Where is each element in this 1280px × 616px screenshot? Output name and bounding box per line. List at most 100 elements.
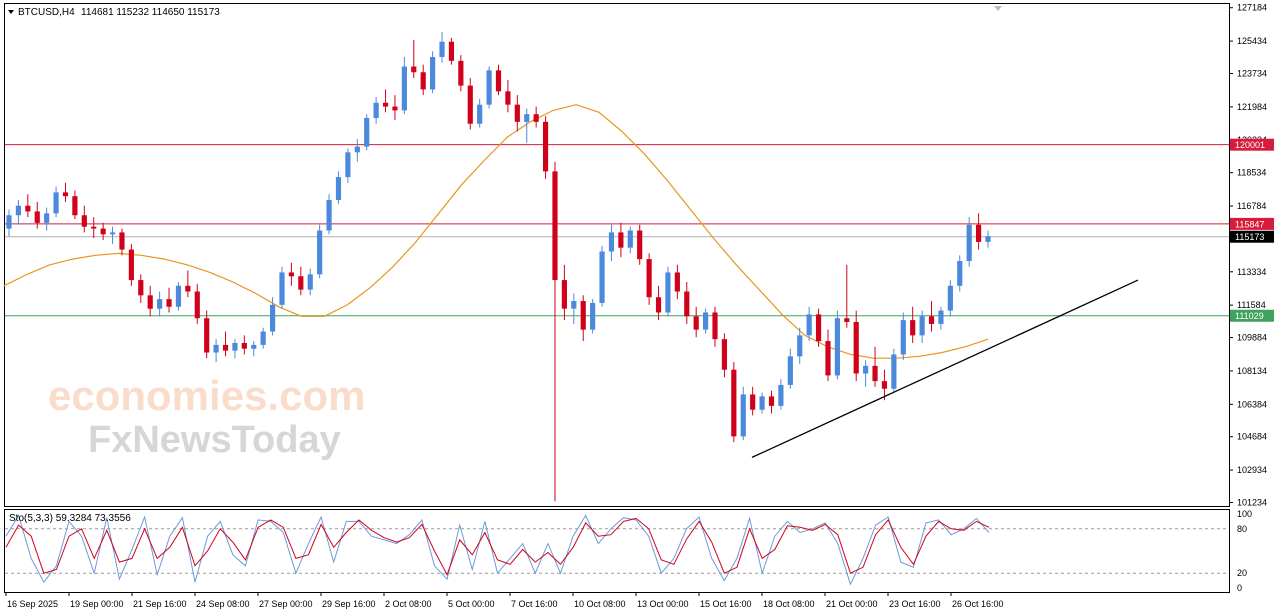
main-pane-frame [4, 3, 1230, 507]
watermark: economies.com FxNewsToday [48, 372, 365, 461]
level-price-label: 120001 [1235, 140, 1265, 150]
candle-body [778, 384, 784, 406]
price-tick-label: 125434 [1237, 36, 1267, 46]
candle-body [44, 213, 50, 223]
candle-body [495, 70, 502, 92]
candle-body [844, 318, 850, 323]
candle-body [317, 230, 323, 275]
candle-body [561, 280, 567, 309]
candle-body [439, 41, 445, 58]
collapse-arrow-icon[interactable] [8, 10, 14, 14]
horizontal-lines-layer [5, 144, 1229, 317]
candle-body [985, 236, 991, 242]
candle-body [881, 381, 888, 389]
time-tick-label: 24 Sep 08:00 [196, 599, 250, 609]
price-tick-label: 102934 [1237, 465, 1267, 475]
price-tick-label: 123734 [1237, 69, 1267, 79]
candle-body [175, 285, 182, 307]
candle-body [72, 196, 78, 216]
candle-body [430, 57, 436, 90]
candle-body [674, 272, 680, 292]
stochastic-signal-line [5, 517, 990, 576]
candle-body [834, 318, 840, 376]
time-tick-label: 2 Oct 08:00 [385, 599, 432, 609]
candle-body [684, 291, 690, 317]
candle-body [6, 215, 12, 229]
candle-body [128, 249, 134, 281]
time-tick-label: 15 Oct 16:00 [700, 599, 752, 609]
candle-body [298, 276, 304, 290]
scroll-marker-icon[interactable] [994, 6, 1002, 11]
candle-body [910, 320, 916, 336]
level-price-label: 111029 [1235, 311, 1264, 321]
candle-body [420, 72, 426, 90]
candle-body [326, 199, 332, 231]
time-tick-label: 21 Sep 16:00 [133, 599, 187, 609]
candle-body [514, 104, 520, 122]
time-tick-label: 21 Oct 00:00 [826, 599, 878, 609]
time-tick-label: 18 Oct 08:00 [763, 599, 815, 609]
candle-body [147, 295, 153, 309]
candle-body [552, 171, 558, 281]
stochastic-layer: 100 80 20 0 [5, 509, 1252, 593]
candle-body [825, 341, 831, 376]
candle-body [797, 335, 803, 357]
candle-body [750, 394, 756, 410]
moving-average-layer [3, 104, 989, 359]
candle-body [260, 331, 266, 345]
candle-body [693, 316, 699, 330]
candle-body [919, 316, 925, 336]
price-tick-label: 108134 [1237, 366, 1267, 376]
candle-body [213, 344, 219, 353]
candle-body [731, 369, 737, 437]
candle-body [891, 354, 897, 389]
candle-body [580, 301, 586, 330]
level-price-label-box [1230, 309, 1274, 322]
candle-body [740, 394, 746, 437]
level-price-label-box [1230, 138, 1274, 151]
support-trendline [751, 279, 1139, 458]
time-tick-label: 13 Oct 00:00 [637, 599, 689, 609]
stochastic-scale-label: 20 [1237, 568, 1247, 578]
candle-body [307, 274, 313, 290]
time-tick-label: 16 Sep 2025 [7, 599, 58, 609]
time-tick-label: 19 Sep 00:00 [70, 599, 124, 609]
candle-body [665, 272, 671, 313]
stochastic-scale-label: 100 [1237, 509, 1252, 519]
candle-body [392, 106, 398, 111]
current-price-label-box [1230, 230, 1274, 243]
candle-body [542, 121, 549, 172]
stochastic-scale-label: 80 [1237, 524, 1247, 534]
candle-body [373, 102, 379, 119]
price-labels-layer: 120001 115847 111029 115173 [1230, 138, 1274, 322]
chart-header-ohlc: 114681 115232 114650 115173 [81, 7, 220, 18]
candle-body [703, 312, 709, 330]
candle-body [966, 224, 972, 262]
stochastic-label: Sto(5,3,3) 59.3284 73.3556 [9, 513, 131, 524]
chart-header-symbol: BTCUSD,H4 [18, 7, 75, 18]
price-tick-label: 111584 [1237, 300, 1266, 310]
candle-body [957, 261, 963, 286]
candle-body [241, 342, 247, 349]
candle-body [194, 291, 200, 319]
candle-body [25, 205, 31, 212]
candle-body [477, 104, 483, 124]
candle-body [571, 301, 577, 309]
level-price-label-box [1230, 217, 1274, 230]
time-tick-label: 10 Oct 08:00 [574, 599, 626, 609]
price-tick-label: 106384 [1237, 399, 1267, 409]
price-tick-label: 116784 [1237, 201, 1266, 211]
level-price-label: 115847 [1235, 219, 1264, 229]
candle-body [872, 365, 878, 382]
candle-body [269, 304, 276, 332]
candle-body [806, 314, 812, 336]
stochastic-pane-frame [4, 509, 1230, 593]
time-tick-label: 29 Sep 16:00 [322, 599, 376, 609]
candle-body [53, 192, 59, 214]
candle-body [524, 114, 530, 122]
candle-body [157, 299, 163, 309]
candle-body [448, 41, 455, 61]
candle-body [938, 310, 944, 324]
candle-body [100, 228, 106, 235]
